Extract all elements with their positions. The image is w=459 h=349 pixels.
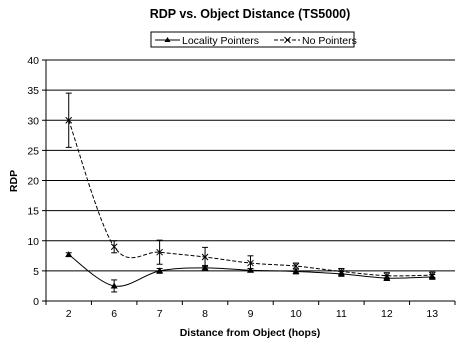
y-tick-label: 40 <box>27 55 39 67</box>
data-point-no-pointers <box>338 268 345 275</box>
y-tick-label: 20 <box>27 176 39 188</box>
series-layer <box>65 92 436 293</box>
data-point-locality-pointers <box>65 251 73 258</box>
legend-item-locality-pointers: Locality Pointers <box>155 35 259 47</box>
y-tick-label: 35 <box>27 85 39 97</box>
y-tick-label: 0 <box>33 296 39 308</box>
x-tick-label: 6 <box>111 308 117 320</box>
series-line-no-pointers <box>68 120 433 277</box>
x-tick-label: 11 <box>336 308 347 320</box>
legend-label-locality-pointers: Locality Pointers <box>182 35 259 47</box>
data-point-locality-pointers <box>110 282 118 289</box>
y-tick-label: 25 <box>27 145 39 157</box>
y-tick-label: 30 <box>27 115 39 127</box>
y-axis-title: RDP <box>8 170 20 192</box>
x-tick-label: 8 <box>202 308 208 320</box>
gridlines <box>46 59 455 272</box>
x-tick-label: 12 <box>381 308 393 320</box>
data-point-no-pointers <box>292 262 300 270</box>
data-point-locality-pointers <box>201 264 209 271</box>
x-tick-label: 13 <box>426 308 438 320</box>
x-tick-label: 9 <box>248 308 254 320</box>
x-tick-label: 7 <box>157 308 163 320</box>
data-point-no-pointers <box>156 248 163 256</box>
data-point-no-pointers <box>65 116 73 124</box>
data-point-no-pointers <box>247 259 254 267</box>
legend: Locality Pointers No Pointers <box>150 31 357 48</box>
x-axis-title: Distance from Object (hops) <box>180 327 321 339</box>
legend-label-no-pointers: No Pointers <box>302 35 357 47</box>
x-tick-label: 10 <box>290 308 302 320</box>
legend-box <box>150 31 355 48</box>
data-point-locality-pointers <box>292 267 300 274</box>
legend-x-marker-icon <box>284 36 291 44</box>
y-tick-label: 10 <box>27 236 39 248</box>
x-tick-label: 2 <box>66 308 72 320</box>
chart-title: RDP vs. Object Distance (TS5000) <box>150 7 351 21</box>
y-tick-label: 5 <box>33 266 39 278</box>
y-tick-label: 15 <box>27 206 39 218</box>
legend-item-no-pointers: No Pointers <box>274 35 357 47</box>
data-point-no-pointers <box>110 243 118 251</box>
data-point-no-pointers <box>383 272 391 280</box>
data-point-no-pointers <box>428 271 436 279</box>
legend-triangle-marker-icon <box>164 37 171 42</box>
data-point-locality-pointers <box>156 267 164 274</box>
axes: 0 5 10 15 20 25 30 35 40 2 6 7 8 9 10 11 12 13 <box>27 55 456 320</box>
data-point-no-pointers <box>201 253 209 261</box>
